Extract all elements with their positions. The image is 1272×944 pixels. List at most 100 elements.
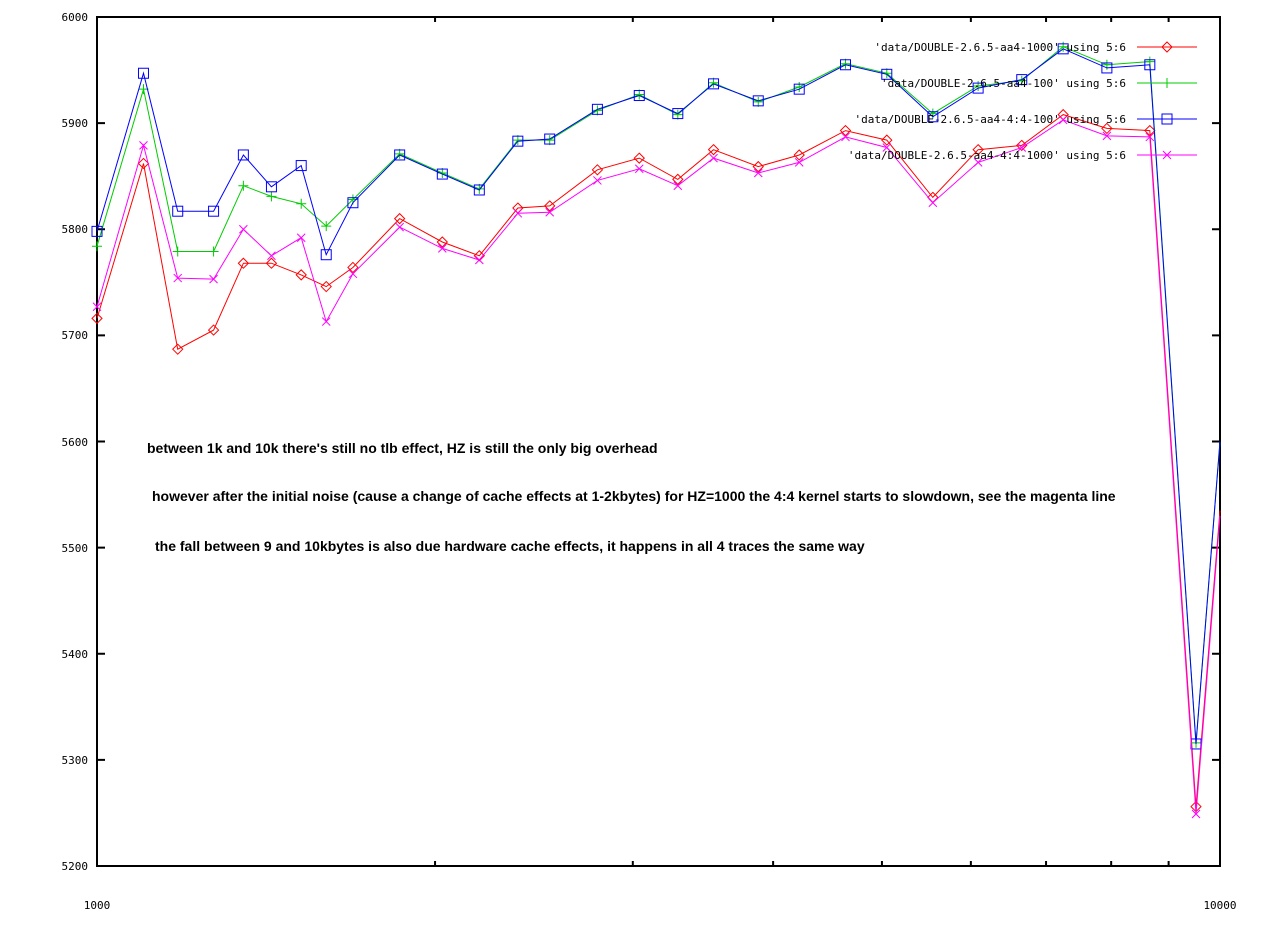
series-marker-3 bbox=[1017, 143, 1027, 152]
series-marker-0 bbox=[473, 250, 486, 262]
series-marker-2 bbox=[347, 197, 359, 209]
y-tick-label: 5500 bbox=[61, 541, 89, 555]
series-marker-3 bbox=[348, 269, 358, 279]
series-marker-2 bbox=[208, 205, 220, 217]
series-marker-2 bbox=[237, 149, 249, 161]
y-tick-label: 5200 bbox=[61, 860, 89, 873]
series-marker-0 bbox=[591, 164, 604, 176]
y-tick-label: 5400 bbox=[61, 647, 89, 661]
series-marker-2 bbox=[881, 68, 893, 80]
series-marker-1 bbox=[753, 96, 764, 107]
series-marker-2 bbox=[1101, 62, 1113, 74]
y-tick-label: 5800 bbox=[61, 223, 89, 237]
series-marker-2 bbox=[839, 59, 851, 71]
series-marker-0 bbox=[295, 269, 307, 281]
series-marker-0 bbox=[436, 236, 449, 248]
series-marker-3 bbox=[841, 132, 850, 142]
series-marker-2 bbox=[436, 168, 448, 180]
series-marker-3 bbox=[139, 141, 148, 150]
series-line-3 bbox=[96, 119, 1221, 815]
series-marker-2 bbox=[295, 160, 307, 172]
series-marker-2 bbox=[927, 111, 939, 123]
series-marker-3 bbox=[973, 158, 983, 167]
series-marker-2 bbox=[137, 67, 149, 79]
series-marker-2 bbox=[1057, 43, 1069, 55]
series-marker-0 bbox=[793, 149, 805, 161]
series-marker-3 bbox=[1102, 131, 1112, 141]
legend-sample-line bbox=[1137, 150, 1197, 160]
y-tick-label: 5900 bbox=[61, 117, 89, 131]
legend-sample-marker bbox=[1161, 113, 1173, 125]
annotation-cache-fall: the fall between 9 and 10kbytes is also … bbox=[155, 538, 865, 554]
legend-label: 'data/DOUBLE-2.6.5-aa4-1000' using 5:6 bbox=[874, 40, 1126, 54]
legend-sample-line bbox=[1137, 113, 1197, 125]
series-marker-3 bbox=[709, 153, 718, 163]
annotation-initial-noise: however after the initial noise (cause a… bbox=[152, 488, 1116, 504]
series-marker-2 bbox=[1016, 74, 1028, 86]
series-marker-3 bbox=[882, 143, 892, 152]
series-marker-0 bbox=[972, 143, 984, 156]
series-marker-0 bbox=[1101, 122, 1113, 135]
series-marker-2 bbox=[672, 108, 684, 120]
series-marker-0 bbox=[707, 143, 720, 156]
series-marker-0 bbox=[320, 280, 332, 293]
series-marker-1 bbox=[394, 148, 405, 159]
series-marker-1 bbox=[138, 84, 149, 95]
series-marker-3 bbox=[474, 255, 484, 265]
series-marker-0 bbox=[1144, 124, 1156, 137]
series-marker-3 bbox=[545, 207, 555, 217]
series-marker-3 bbox=[928, 198, 938, 208]
legend-sample-marker bbox=[1162, 150, 1172, 160]
series-marker-3 bbox=[634, 164, 644, 174]
series-marker-1 bbox=[296, 198, 307, 209]
series-marker-3 bbox=[673, 181, 683, 191]
legend-sample-marker bbox=[1161, 41, 1173, 53]
series-marker-1 bbox=[634, 89, 645, 100]
series-marker-3 bbox=[513, 208, 523, 218]
series-marker-0 bbox=[393, 212, 406, 225]
series-marker-1 bbox=[172, 246, 183, 257]
series-marker-2 bbox=[320, 249, 332, 261]
x-tick-label: 10000 bbox=[1203, 899, 1237, 912]
series-marker-2 bbox=[91, 225, 103, 237]
series-marker-0 bbox=[633, 152, 645, 164]
series-marker-2 bbox=[512, 135, 524, 147]
series-marker-1 bbox=[544, 135, 555, 146]
series-marker-2 bbox=[793, 83, 805, 95]
series-marker-2 bbox=[591, 103, 603, 115]
series-marker-3 bbox=[437, 243, 447, 253]
legend-entry-aa4-100: 'data/DOUBLE-2.6.5-aa4-100' using 5:6 bbox=[881, 76, 1198, 90]
series-marker-2 bbox=[752, 95, 764, 107]
series-marker-2 bbox=[1144, 59, 1156, 71]
series-marker-2 bbox=[394, 149, 406, 161]
series-marker-1 bbox=[238, 180, 249, 191]
series-marker-2 bbox=[544, 133, 556, 145]
legend-label: 'data/DOUBLE-2.6.5-aa4-4:4-1000' using 5… bbox=[847, 148, 1126, 162]
series-marker-3 bbox=[593, 176, 602, 185]
series-marker-0 bbox=[543, 200, 556, 212]
series-marker-0 bbox=[347, 261, 359, 274]
series-line-0 bbox=[96, 114, 1221, 807]
series-marker-2 bbox=[473, 184, 485, 196]
series-marker-1 bbox=[512, 135, 523, 146]
series-marker-1 bbox=[266, 191, 277, 202]
series-marker-0 bbox=[237, 257, 250, 269]
x-tick-label: 1000 bbox=[83, 899, 111, 912]
series-marker-0 bbox=[172, 343, 184, 355]
series-marker-2 bbox=[708, 78, 720, 90]
series-marker-2 bbox=[172, 205, 184, 217]
legend-entry-aa4-1000: 'data/DOUBLE-2.6.5-aa4-1000' using 5:6 bbox=[874, 40, 1198, 54]
series-marker-3 bbox=[1191, 809, 1201, 819]
series-marker-1 bbox=[592, 105, 603, 116]
legend-sample-marker bbox=[1162, 78, 1172, 88]
series-marker-3 bbox=[173, 273, 183, 283]
series-marker-0 bbox=[839, 124, 852, 137]
series-marker-3 bbox=[267, 251, 276, 261]
series-marker-3 bbox=[92, 302, 102, 312]
legend-sample-line bbox=[1137, 78, 1197, 88]
series-marker-1 bbox=[208, 246, 219, 257]
series-marker-1 bbox=[840, 58, 851, 69]
series-marker-0 bbox=[91, 312, 103, 325]
